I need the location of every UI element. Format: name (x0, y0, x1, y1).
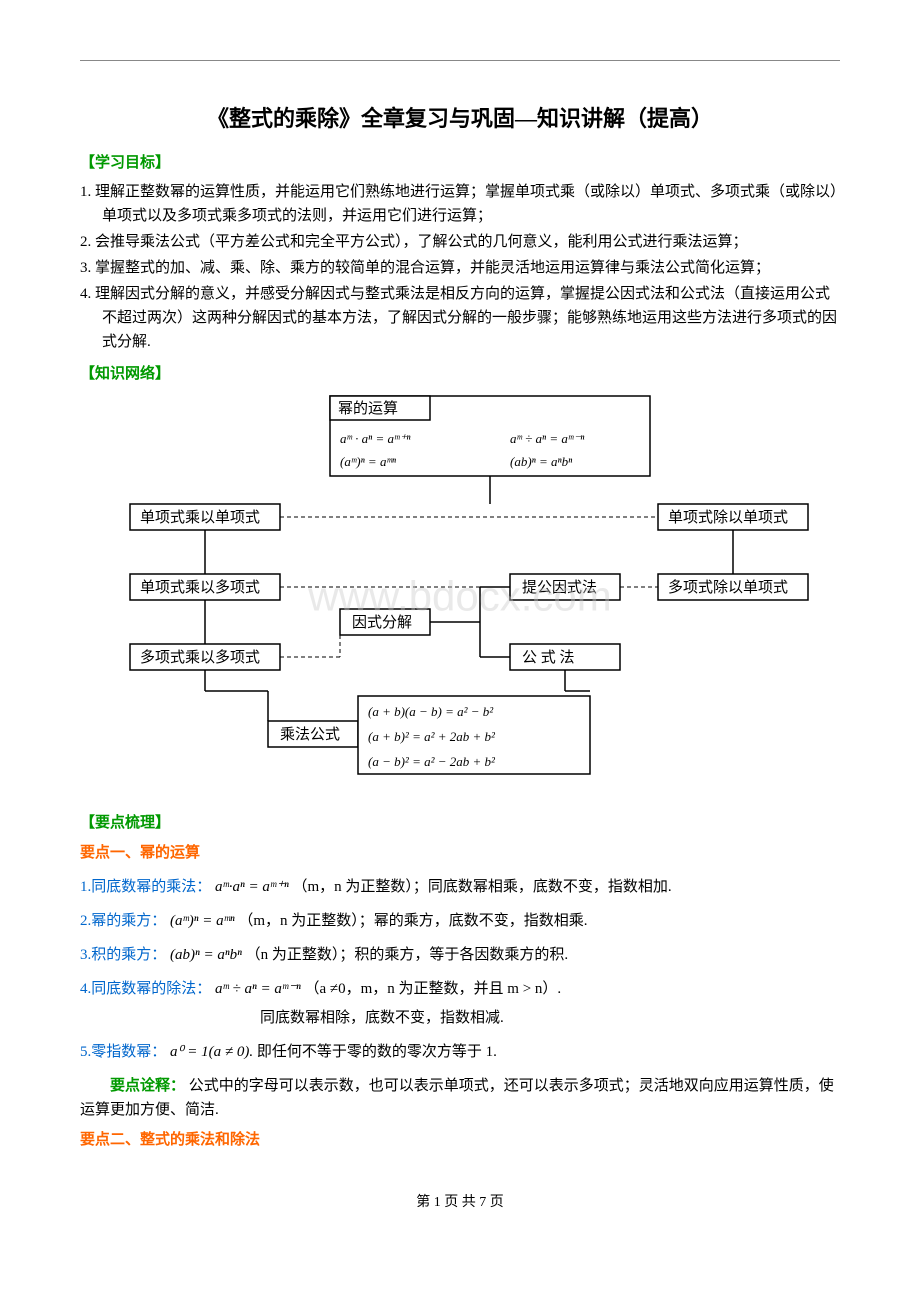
formula-text: (a − b)² = a² − 2ab + b² (368, 754, 496, 769)
diagram-label: 提公因式法 (522, 579, 597, 596)
subpoint-label: 3.积的乘方： (80, 947, 166, 963)
formula-text: (a + b)(a − b) = a² − b² (368, 704, 494, 719)
formula-text: (ab)ⁿ = aⁿbⁿ (510, 454, 573, 469)
diagram-label: 幂的运算 (338, 399, 398, 417)
subpoint-desc: （m，n 为正整数）；幂的乘方，底数不变，指数相乘. (238, 913, 587, 929)
subpoint-desc: （n 为正整数）；积的乘方，等于各因数乘方的积. (246, 947, 569, 963)
subpoint-desc: 即任何不等于零的数的零次方等于 1. (257, 1044, 497, 1060)
formula-text: aᵐ ÷ aⁿ = aᵐ⁻ⁿ (510, 431, 585, 446)
diagram-label: 公 式 法 (522, 649, 575, 666)
objectives-header: 【学习目标】 (80, 151, 840, 175)
objective-item: 4. 理解因式分解的意义，并感受分解因式与整式乘法是相反方向的运算，掌握提公因式… (80, 282, 840, 354)
subpoint-5: 5.零指数幂： a⁰ = 1(a ≠ 0). 即任何不等于零的数的零次方等于 1… (80, 1040, 840, 1064)
math-expr: aᵐ·aⁿ = aᵐ⁺ⁿ (215, 879, 289, 895)
point-header: 要点二、整式的乘法和除法 (80, 1128, 840, 1152)
subpoint-4-extra: 同底数幂相除，底数不变，指数相减. (260, 1006, 840, 1030)
outline-header: 【要点梳理】 (80, 811, 840, 835)
diagram-label: 因式分解 (352, 614, 412, 631)
objective-item: 2. 会推导乘法公式（平方差公式和完全平方公式），了解公式的几何意义，能利用公式… (80, 230, 840, 254)
formula-text: aᵐ · aⁿ = aᵐ⁺ⁿ (340, 431, 411, 446)
network-header: 【知识网络】 (80, 362, 840, 386)
objective-item: 1. 理解正整数幂的运算性质，并能运用它们熟练地进行运算；掌握单项式乘（或除以）… (80, 180, 840, 228)
explanation-label: 要点诠释： (110, 1078, 185, 1094)
subpoint-label: 2.幂的乘方： (80, 913, 166, 929)
diagram-label: 单项式除以单项式 (668, 509, 788, 526)
subpoint-label: 1.同底数幂的乘法： (80, 879, 211, 895)
diagram-label: 单项式乘以单项式 (140, 509, 260, 526)
explanation-block: 要点诠释： 公式中的字母可以表示数，也可以表示单项式，还可以表示多项式；灵活地双… (80, 1074, 840, 1122)
explanation-text: 公式中的字母可以表示数，也可以表示单项式，还可以表示多项式；灵活地双向应用运算性… (80, 1078, 834, 1118)
page-footer: 第 1 页 共 7 页 (80, 1192, 840, 1214)
subpoint-2: 2.幂的乘方： (aᵐ)ⁿ = aᵐⁿ （m，n 为正整数）；幂的乘方，底数不变… (80, 909, 840, 933)
top-divider (80, 60, 840, 61)
subpoint-desc: （a ≠0，m，n 为正整数，并且 m > n）. (305, 981, 562, 997)
math-expr: aᵐ ÷ aⁿ = aᵐ⁻ⁿ (215, 981, 301, 997)
math-expr: a⁰ = 1(a ≠ 0). (170, 1044, 253, 1060)
subpoint-1: 1.同底数幂的乘法： aᵐ·aⁿ = aᵐ⁺ⁿ （m，n 为正整数）；同底数幂相… (80, 875, 840, 899)
page-title: 《整式的乘除》全章复习与巩固—知识讲解（提高） (80, 101, 840, 136)
diagram-label: 单项式乘以多项式 (140, 579, 260, 596)
diagram-label: 多项式除以单项式 (668, 579, 788, 596)
math-expr: (ab)ⁿ = aⁿbⁿ (170, 947, 242, 963)
objective-item: 3. 掌握整式的加、减、乘、除、乘方的较简单的混合运算，并能灵活地运用运算律与乘… (80, 256, 840, 280)
formula-text: (aᵐ)ⁿ = aᵐⁿ (340, 454, 397, 469)
point-header: 要点一、幂的运算 (80, 841, 840, 865)
subpoint-3: 3.积的乘方： (ab)ⁿ = aⁿbⁿ （n 为正整数）；积的乘方，等于各因数… (80, 943, 840, 967)
objectives-list: 1. 理解正整数幂的运算性质，并能运用它们熟练地进行运算；掌握单项式乘（或除以）… (80, 180, 840, 354)
formula-text: (a + b)² = a² + 2ab + b² (368, 729, 496, 744)
diagram-label: 多项式乘以多项式 (140, 649, 260, 666)
subpoint-4: 4.同底数幂的除法： aᵐ ÷ aⁿ = aᵐ⁻ⁿ （a ≠0，m，n 为正整数… (80, 977, 840, 1001)
subpoint-label: 5.零指数幂： (80, 1044, 166, 1060)
subpoint-desc: （m，n 为正整数）；同底数幂相乘，底数不变，指数相加. (293, 879, 672, 895)
diagram-label: 乘法公式 (280, 726, 340, 743)
subpoint-label: 4.同底数幂的除法： (80, 981, 211, 997)
knowledge-network-diagram: www.bdocx.com 幂的运算 aᵐ · aⁿ = aᵐ⁺ⁿ aᵐ ÷ a… (110, 391, 810, 801)
math-expr: (aᵐ)ⁿ = aᵐⁿ (170, 913, 235, 929)
